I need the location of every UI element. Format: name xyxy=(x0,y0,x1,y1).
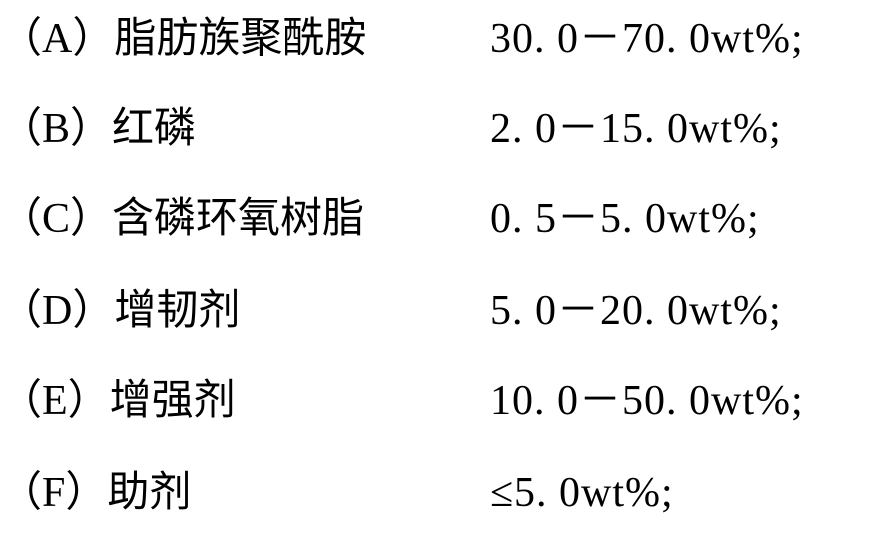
row-d-tag: （D） xyxy=(0,290,114,332)
row-a: （A）脂肪族聚酰胺 30. 0－70. 0wt%; xyxy=(0,18,869,73)
row-c-name: 含磷环氧树脂 xyxy=(112,196,364,242)
row-c-value: 0. 5－5. 0wt%; xyxy=(490,198,760,240)
row-e-tag: （E） xyxy=(0,380,110,422)
row-e-label: （E）增强剂 xyxy=(0,380,236,422)
row-b-name: 红磷 xyxy=(112,106,196,152)
row-d-value: 5. 0－20. 0wt%; xyxy=(490,290,782,332)
row-d-name: 增韧剂 xyxy=(114,288,240,334)
row-a-tag: （A） xyxy=(0,18,114,60)
row-c-tag: （C） xyxy=(0,198,112,240)
row-f-tag: （F） xyxy=(0,472,107,514)
row-b-label: （B）红磷 xyxy=(0,108,196,150)
row-c-label: （C）含磷环氧树脂 xyxy=(0,198,364,240)
row-f-value: ≤5. 0wt%; xyxy=(490,472,674,514)
row-f-label: （F）助剂 xyxy=(0,472,191,514)
row-e-value: 10. 0－50. 0wt%; xyxy=(490,380,804,422)
row-a-name: 脂肪族聚酰胺 xyxy=(114,16,366,62)
row-c: （C）含磷环氧树脂 0. 5－5. 0wt%; xyxy=(0,198,869,253)
row-e: （E）增强剂 10. 0－50. 0wt%; xyxy=(0,380,869,435)
row-f-name: 助剂 xyxy=(107,470,191,516)
composition-list: （A）脂肪族聚酰胺 30. 0－70. 0wt%; （B）红磷 2. 0－15.… xyxy=(0,0,869,550)
row-a-value: 30. 0－70. 0wt%; xyxy=(490,18,804,60)
row-a-label: （A）脂肪族聚酰胺 xyxy=(0,18,366,60)
row-d: （D）增韧剂 5. 0－20. 0wt%; xyxy=(0,290,869,345)
row-b: （B）红磷 2. 0－15. 0wt%; xyxy=(0,108,869,163)
row-d-label: （D）增韧剂 xyxy=(0,290,240,332)
row-f: （F）助剂 ≤5. 0wt%; xyxy=(0,472,869,527)
row-b-tag: （B） xyxy=(0,108,112,150)
row-b-value: 2. 0－15. 0wt%; xyxy=(490,108,782,150)
row-e-name: 增强剂 xyxy=(110,378,236,424)
